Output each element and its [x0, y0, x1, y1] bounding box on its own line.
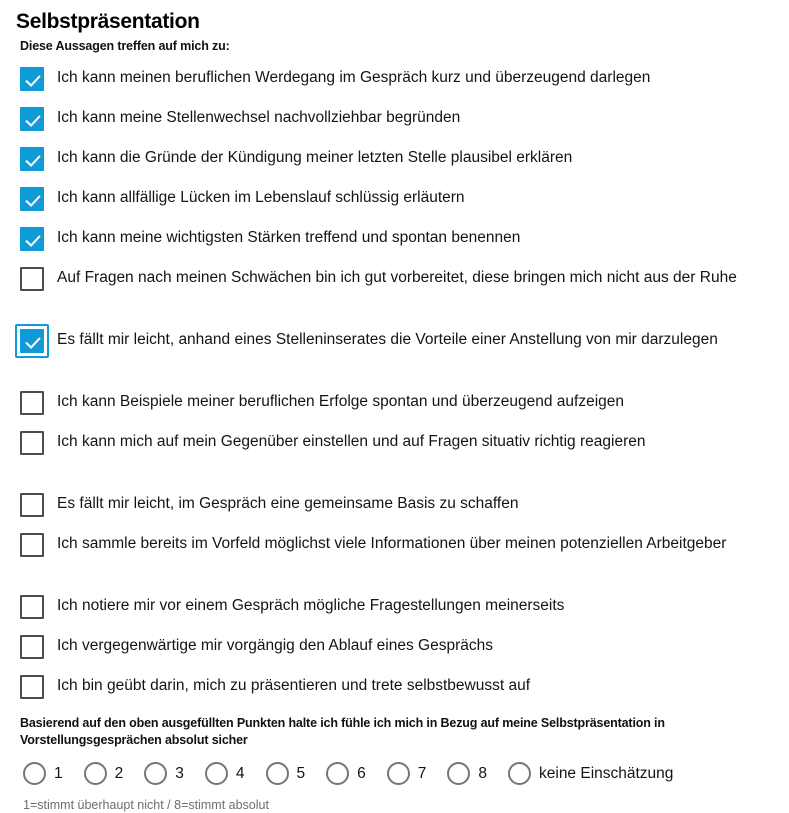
checkbox-row[interactable]: Ich vergegenwärtige mir vorgängig den Ab… [16, 629, 773, 669]
checkbox[interactable] [20, 595, 44, 619]
statement-checklist: Ich kann meinen beruflichen Werdegang im… [15, 55, 773, 709]
checkbox-row[interactable]: Ich kann meine Stellenwechsel nachvollzi… [16, 101, 773, 141]
checkbox-label: Ich bin geübt darin, mich zu präsentiere… [57, 677, 531, 694]
radio-label: 8 [478, 764, 487, 782]
checkbox-row[interactable]: Ich kann Beispiele meiner beruflichen Er… [16, 385, 773, 425]
checkmark-icon[interactable] [20, 67, 44, 91]
page-title: Selbstpräsentation [16, 10, 200, 33]
checkmark-icon[interactable] [20, 187, 44, 211]
radio-label: 6 [357, 764, 366, 782]
radio-label: 3 [175, 764, 184, 782]
checkbox-empty-icon[interactable] [20, 431, 44, 455]
checkbox-label: Ich vergegenwärtige mir vorgängig den Ab… [57, 637, 493, 654]
radio-circle-icon[interactable] [386, 762, 410, 785]
radio-option[interactable]: 7 [386, 762, 427, 785]
radio-label: 4 [235, 764, 245, 782]
radio-label: 5 [296, 764, 306, 782]
checkbox[interactable] [20, 675, 44, 699]
checkbox-row[interactable]: Ich sammle bereits im Vorfeld möglichst … [16, 527, 773, 589]
radio-circle-icon[interactable] [144, 762, 168, 785]
checkbox[interactable] [20, 635, 44, 659]
checkbox-label: Ich kann die Gründe der Kündigung meiner… [57, 149, 573, 166]
radio-option[interactable]: 5 [265, 762, 306, 785]
radio-option[interactable]: 2 [83, 762, 124, 785]
radio-label: 1 [54, 764, 63, 782]
checkbox-label: Ich kann meinen beruflichen Werdegang im… [57, 69, 651, 86]
checkbox[interactable] [20, 67, 44, 91]
radio-option[interactable]: 6 [326, 762, 366, 785]
radio-option[interactable]: keine Einschätzung [508, 762, 673, 785]
checkbox[interactable] [20, 533, 44, 557]
radio-circle-icon[interactable] [265, 762, 289, 785]
checkbox[interactable] [20, 267, 44, 291]
checkbox-row[interactable]: Ich kann mich auf mein Gegenüber einstel… [16, 425, 773, 487]
radio-circle-icon[interactable] [508, 762, 531, 785]
radio-option[interactable]: 1 [23, 762, 63, 785]
checkbox-row[interactable]: Ich kann allfällige Lücken im Lebenslauf… [16, 181, 773, 221]
checkmark-icon[interactable] [20, 147, 44, 171]
radio-label: keine Einschätzung [539, 764, 674, 782]
checkbox[interactable] [20, 107, 44, 131]
checkbox-label: Ich kann Beispiele meiner beruflichen Er… [57, 393, 624, 410]
radio-label: 2 [114, 764, 124, 782]
checkbox-row[interactable]: Ich kann meine wichtigsten Stärken treff… [16, 221, 773, 261]
checkbox-label: Auf Fragen nach meinen Schwächen bin ich… [57, 269, 737, 286]
rating-block: Basierend auf den oben ausgefüllten Punk… [16, 709, 773, 813]
rating-question: Basierend auf den oben ausgefüllten Punk… [20, 716, 665, 747]
checkbox-row[interactable]: Es fällt mir leicht, anhand eines Stelle… [15, 323, 773, 385]
checkbox-row[interactable]: Es fällt mir leicht, im Gespräch eine ge… [16, 487, 773, 527]
radio-circle-icon[interactable] [326, 762, 350, 785]
checkbox-label: Ich kann meine Stellenwechsel nachvollzi… [57, 109, 461, 126]
checkbox-empty-icon[interactable] [20, 675, 44, 699]
radio-circle-icon[interactable] [83, 762, 107, 785]
rating-radio-group[interactable]: 1 2 3 4 5 6 7 8 keine Einschätzung [20, 749, 773, 785]
checkbox-label: Es fällt mir leicht, im Gespräch eine ge… [57, 495, 519, 512]
checkbox[interactable] [20, 227, 44, 251]
checkmark-icon[interactable] [20, 107, 44, 131]
radio-option[interactable]: 8 [447, 762, 487, 785]
checkbox[interactable] [20, 391, 44, 415]
radio-option[interactable]: 4 [204, 762, 245, 785]
checkbox-label: Es fällt mir leicht, anhand eines Stelle… [57, 331, 718, 348]
checkbox-empty-icon[interactable] [20, 267, 44, 291]
radio-label: 7 [417, 764, 427, 782]
checkbox-row[interactable]: Ich kann die Gründe der Kündigung meiner… [16, 141, 773, 181]
checkbox-focused[interactable] [15, 324, 49, 358]
checkbox-row[interactable]: Ich kann meinen beruflichen Werdegang im… [16, 61, 773, 101]
checkbox-label: Ich kann mich auf mein Gegenüber einstel… [57, 433, 646, 450]
checkbox[interactable] [20, 493, 44, 517]
checkbox-row[interactable]: Ich notiere mir vor einem Gespräch mögli… [16, 589, 773, 629]
scale-legend: 1=stimmt überhaupt nicht / 8=stimmt abso… [23, 798, 269, 812]
checkbox-label: Ich notiere mir vor einem Gespräch mögli… [57, 597, 565, 614]
checkmark-icon[interactable] [20, 227, 44, 251]
checkbox-row[interactable]: Ich bin geübt darin, mich zu präsentiere… [16, 669, 773, 709]
checkmark-icon[interactable] [20, 329, 44, 353]
checkbox-label: Ich kann allfällige Lücken im Lebenslauf… [57, 189, 465, 206]
checkbox[interactable] [20, 147, 44, 171]
checkbox-label: Ich sammle bereits im Vorfeld möglichst … [57, 535, 727, 552]
radio-circle-icon[interactable] [447, 762, 471, 785]
checkbox-empty-icon[interactable] [20, 533, 44, 557]
checkbox[interactable] [20, 431, 44, 455]
checkbox-empty-icon[interactable] [20, 635, 44, 659]
radio-circle-icon[interactable] [204, 762, 228, 785]
checkbox-empty-icon[interactable] [20, 595, 44, 619]
radio-option[interactable]: 3 [144, 762, 184, 785]
checkbox[interactable] [20, 187, 44, 211]
checkbox-label: Ich kann meine wichtigsten Stärken treff… [57, 229, 521, 246]
checkbox-empty-icon[interactable] [20, 493, 44, 517]
checkbox-row[interactable]: Auf Fragen nach meinen Schwächen bin ich… [16, 261, 773, 323]
section-subtitle: Diese Aussagen treffen auf mich zu: [20, 39, 230, 53]
radio-circle-icon[interactable] [23, 762, 46, 785]
checkbox-empty-icon[interactable] [20, 391, 44, 415]
